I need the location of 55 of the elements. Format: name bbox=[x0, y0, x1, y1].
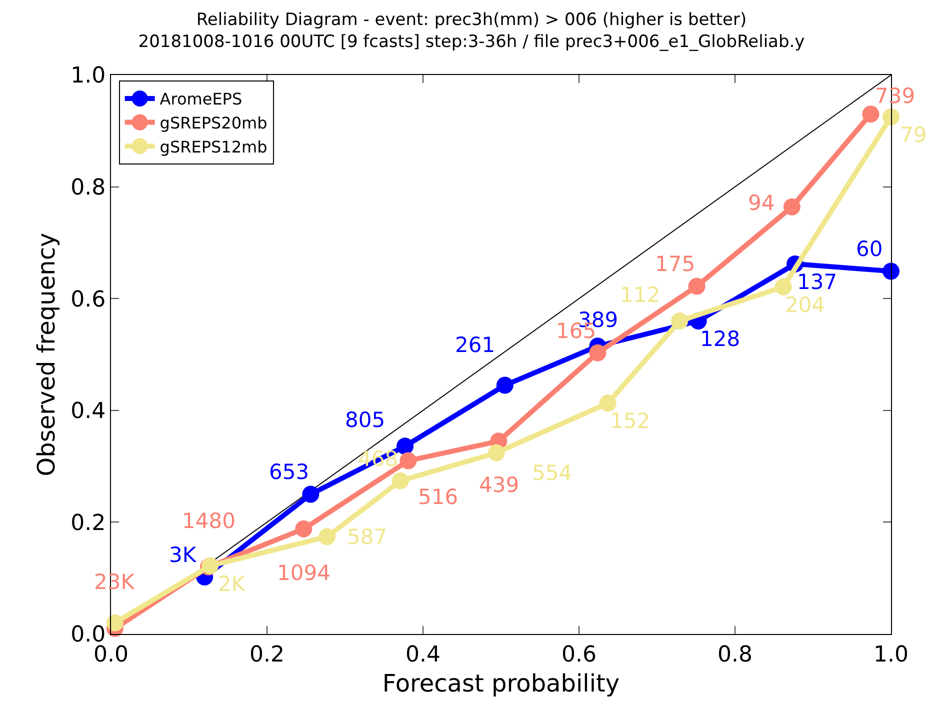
point bbox=[882, 108, 900, 126]
point bbox=[671, 312, 688, 330]
annotation: 175 bbox=[655, 252, 696, 276]
annotation: 60 bbox=[856, 237, 883, 261]
chart-title: Reliability Diagram - event: prec3h(mm) > 006 (higher is better) bbox=[196, 10, 747, 30]
point bbox=[496, 376, 514, 394]
annotation: 1480 bbox=[182, 509, 236, 533]
point bbox=[295, 520, 312, 538]
y-tick-label: 0.6 bbox=[70, 287, 106, 312]
annotation: 112 bbox=[620, 283, 660, 307]
chart-subtitle: 20181008-1016 00UTC [9 fcasts] step:3-36h / file prec3+006_e1_GlobReliab.y bbox=[138, 32, 805, 52]
annotation: 261 bbox=[455, 333, 496, 357]
point bbox=[400, 452, 417, 470]
point bbox=[599, 394, 616, 412]
annotation: 3K bbox=[169, 543, 198, 567]
annotation: 1094 bbox=[277, 561, 330, 585]
x-tick-label: 0.4 bbox=[406, 642, 440, 668]
y-tick-label: 0.2 bbox=[70, 510, 106, 536]
annotation: 554 bbox=[532, 461, 572, 485]
x-tick-label: 0.2 bbox=[250, 642, 284, 668]
legend-label: AromeEPS bbox=[160, 90, 242, 109]
point bbox=[392, 472, 409, 490]
legend-label: gSREPS12mb bbox=[160, 137, 268, 156]
annotation: 516 bbox=[418, 485, 458, 509]
point bbox=[318, 528, 336, 546]
annotation: 79 bbox=[900, 123, 927, 147]
x-tick-label: 0.8 bbox=[718, 642, 752, 668]
annotation: 587 bbox=[347, 525, 388, 549]
point bbox=[862, 106, 880, 123]
x-tick-label: 1.0 bbox=[874, 642, 908, 668]
point bbox=[688, 278, 706, 295]
annotation: 653 bbox=[269, 460, 310, 484]
annotation: 204 bbox=[785, 293, 826, 317]
point bbox=[488, 444, 505, 462]
point bbox=[589, 344, 606, 362]
annotation: 94 bbox=[748, 191, 775, 215]
x-tick-label: 0.6 bbox=[562, 642, 596, 668]
annotation: 2K bbox=[218, 572, 246, 596]
legend-label: gSREPS20mb bbox=[160, 114, 268, 133]
annotation: 128 bbox=[700, 327, 740, 351]
y-tick-label: 0.8 bbox=[70, 176, 106, 200]
annotation: 805 bbox=[345, 408, 386, 432]
annotation: 137 bbox=[797, 270, 838, 294]
point bbox=[783, 198, 800, 216]
y-tick-label: 0.4 bbox=[70, 399, 106, 424]
y-tick-label: 1.0 bbox=[70, 64, 106, 89]
point bbox=[774, 278, 792, 296]
annotation: 152 bbox=[610, 409, 650, 433]
point bbox=[882, 262, 900, 280]
x-axis-title: Forecast probability bbox=[382, 670, 620, 698]
point bbox=[106, 614, 124, 632]
annotation: 439 bbox=[479, 473, 520, 497]
y-axis-title: Observed frequency bbox=[32, 232, 61, 476]
point bbox=[302, 486, 320, 503]
point bbox=[396, 438, 414, 455]
